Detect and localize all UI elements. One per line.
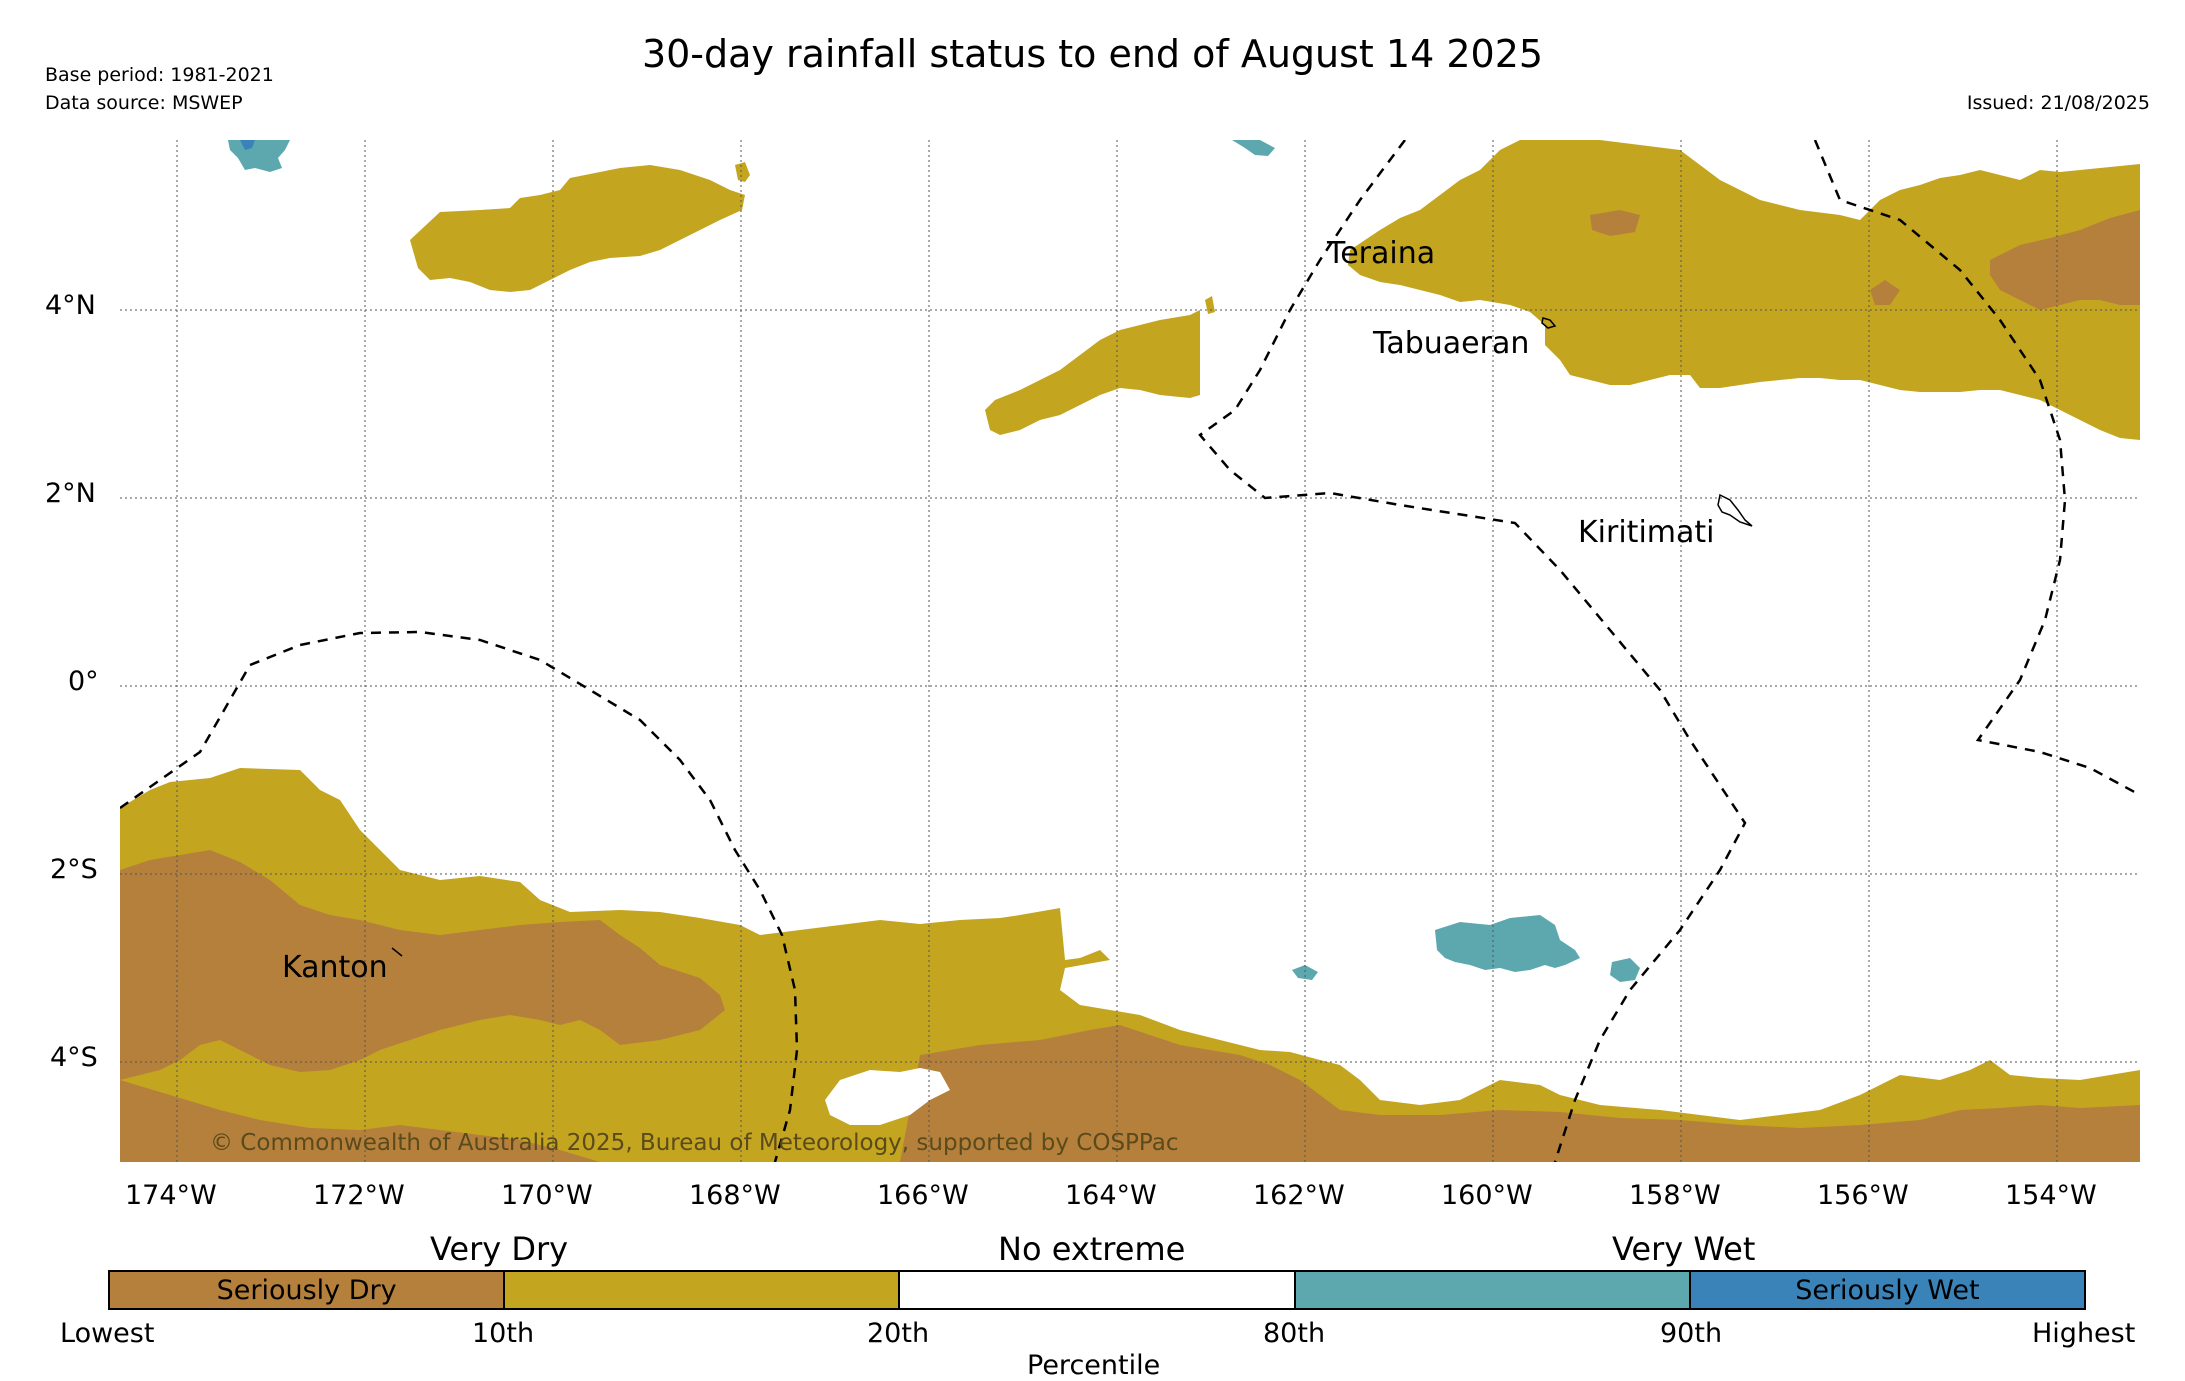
percentile-lowest: Lowest bbox=[60, 1318, 155, 1349]
seriously-dry-region-north-east-3 bbox=[1870, 280, 1900, 305]
percentile-90th: 90th bbox=[1660, 1318, 1723, 1349]
very-wet-patch-north bbox=[1232, 140, 1275, 156]
very-wet-patch-south bbox=[1435, 915, 1580, 972]
very-wet-patch-south-2 bbox=[1292, 965, 1318, 980]
legend-bin-very-wet bbox=[1295, 1272, 1691, 1308]
lon-tick-6: 162°W bbox=[1253, 1180, 1345, 1211]
lon-tick-3: 168°W bbox=[689, 1180, 781, 1211]
lon-tick-1: 172°W bbox=[313, 1180, 405, 1211]
percentile-80th: 80th bbox=[1263, 1318, 1326, 1349]
percentile-axis-label: Percentile bbox=[1027, 1350, 1161, 1381]
legend-category-no-extreme: No extreme bbox=[998, 1230, 1186, 1268]
very-wet-patch-north-west bbox=[228, 140, 290, 172]
lon-tick-5: 164°W bbox=[1065, 1180, 1157, 1211]
lat-tick-2s: 2°S bbox=[50, 854, 98, 885]
lon-tick-9: 156°W bbox=[1817, 1180, 1909, 1211]
seriously-wet-patch-north-west bbox=[240, 140, 255, 150]
lon-tick-8: 158°W bbox=[1629, 1180, 1721, 1211]
legend-bin-very-dry bbox=[505, 1272, 901, 1308]
seriously-dry-region-south bbox=[120, 850, 725, 1080]
very-dry-region-north-west-2 bbox=[735, 162, 750, 182]
legend-bin-label: Seriously Dry bbox=[216, 1274, 397, 1306]
map-title: 30-day rainfall status to end of August … bbox=[641, 32, 1544, 76]
place-label-tabuaeran: Tabuaeran bbox=[1373, 326, 1530, 361]
percentile-20th: 20th bbox=[867, 1318, 930, 1349]
legend-bin-label: Seriously Wet bbox=[1795, 1274, 1980, 1306]
legend-bin-no-extreme bbox=[900, 1272, 1296, 1308]
legend-category-very-dry: Very Dry bbox=[430, 1230, 569, 1268]
very-wet-patch-south-3 bbox=[1610, 958, 1640, 982]
tabuaeran-island-outline bbox=[1541, 317, 1557, 329]
place-label-kanton: Kanton bbox=[282, 950, 388, 985]
issued-date: Issued: 21/08/2025 bbox=[1966, 92, 2150, 114]
kanton-island-outline bbox=[391, 947, 403, 957]
legend-category-very-wet: Very Wet bbox=[1612, 1230, 1756, 1268]
map-gridlines bbox=[120, 140, 2140, 1162]
lon-tick-7: 160°W bbox=[1441, 1180, 1533, 1211]
base-period: Base period: 1981-2021 bbox=[45, 64, 274, 86]
lat-tick-4s: 4°S bbox=[50, 1042, 98, 1073]
lon-tick-0: 174°W bbox=[125, 1180, 217, 1211]
copyright-notice: © Commonwealth of Australia 2025, Bureau… bbox=[210, 1130, 1179, 1156]
seriously-dry-region-southwest-base bbox=[120, 1080, 600, 1162]
lon-tick-2: 170°W bbox=[501, 1180, 593, 1211]
legend-bin-seriously-wet: Seriously Wet bbox=[1690, 1272, 2085, 1308]
very-dry-region-north-central-2 bbox=[1205, 296, 1215, 314]
eez-boundary-line-islands bbox=[1198, 140, 1747, 1162]
seriously-dry-region-north-east bbox=[1990, 210, 2140, 310]
legend-bin-seriously-dry: Seriously Dry bbox=[110, 1272, 506, 1308]
lat-tick-0: 0° bbox=[68, 666, 99, 697]
lon-tick-4: 166°W bbox=[877, 1180, 969, 1211]
no-extreme-patch bbox=[825, 1068, 950, 1125]
percentile-10th: 10th bbox=[472, 1318, 535, 1349]
lat-tick-2n: 2°N bbox=[45, 478, 96, 509]
legend-colorbar: Seriously Dry Seriously Wet bbox=[108, 1270, 2086, 1310]
very-dry-region-north-west bbox=[410, 165, 745, 292]
very-dry-region-south bbox=[120, 768, 2140, 1162]
very-dry-region-north-central bbox=[985, 310, 1200, 435]
data-source: Data source: MSWEP bbox=[45, 92, 243, 114]
very-dry-region-north-east bbox=[1348, 140, 2140, 440]
seriously-dry-region-north-east-2 bbox=[1590, 210, 1640, 236]
place-label-kiritimati: Kiritimati bbox=[1578, 515, 1715, 550]
percentile-highest: Highest bbox=[2032, 1318, 2136, 1349]
lon-tick-10: 154°W bbox=[2005, 1180, 2097, 1211]
kiritimati-island-outline bbox=[1717, 493, 1753, 527]
place-label-teraina: Teraina bbox=[1327, 236, 1436, 271]
seriously-dry-region-southeast bbox=[900, 1025, 2140, 1162]
eez-boundary-phoenix-islands bbox=[120, 630, 799, 1162]
lat-tick-4n: 4°N bbox=[45, 290, 96, 321]
